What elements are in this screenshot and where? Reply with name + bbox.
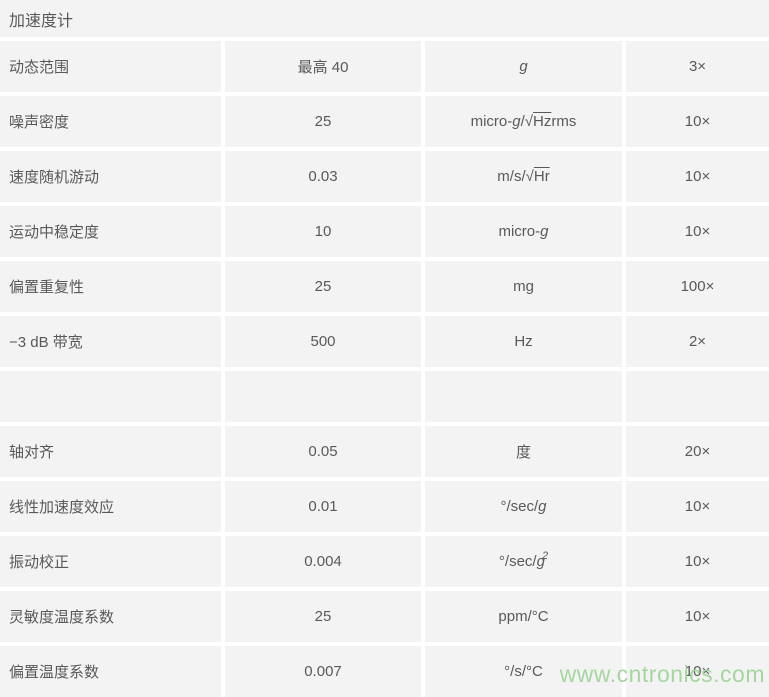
param-cell [0,371,221,422]
multiplier-cell [626,371,769,422]
value-cell: 0.03 [225,151,421,202]
unit-segment: 2 [541,549,549,562]
unit-cell: °/s/°C [425,646,622,697]
section-title-bar: 加速度计 [0,0,769,37]
multiplier-cell: 10× [626,206,769,257]
unit-segment: Hr [533,168,550,185]
value-cell: 25 [225,261,421,312]
unit-segment: micro- [470,113,513,130]
value-cell: 0.05 [225,426,421,477]
value-cell [225,371,421,422]
value-cell: 最高 40 [225,41,421,92]
unit-cell: micro-g [425,206,622,257]
param-cell: 轴对齐 [0,426,221,477]
unit-cell: °/sec/g 2 [425,536,622,587]
unit-segment: g [538,498,547,515]
multiplier-cell: 10× [626,536,769,587]
value-cell: 25 [225,591,421,642]
unit-segment: ppm/°C [498,608,549,625]
multiplier-cell: 100× [626,261,769,312]
unit-segment: Hz [514,333,533,350]
param-cell: −3 dB 带宽 [0,316,221,367]
value-cell: 500 [225,316,421,367]
param-cell: 偏置温度系数 [0,646,221,697]
unit-segment: micro- [498,223,541,240]
multiplier-cell: 3× [626,41,769,92]
unit-segment: g [536,553,545,570]
param-cell: 噪声密度 [0,96,221,147]
unit-cell: g [425,41,622,92]
value-cell: 25 [225,96,421,147]
param-cell: 振动校正 [0,536,221,587]
unit-segment: rms [551,113,577,130]
unit-segment: /√ [520,113,534,130]
unit-cell: Hz [425,316,622,367]
unit-segment: mg [513,278,534,295]
unit-segment: °/s/°C [504,663,543,680]
param-cell: 线性加速度效应 [0,481,221,532]
multiplier-cell: 10× [626,591,769,642]
value-cell: 0.007 [225,646,421,697]
param-cell: 偏置重复性 [0,261,221,312]
param-cell: 运动中稳定度 [0,206,221,257]
multiplier-cell: 10× [626,151,769,202]
unit-segment: g [540,223,549,240]
multiplier-cell: 10× [626,96,769,147]
param-cell: 动态范围 [0,41,221,92]
unit-cell: °/sec/g [425,481,622,532]
multiplier-cell: 20× [626,426,769,477]
unit-segment: g [519,58,528,75]
unit-segment: °/sec/ [498,553,537,570]
value-cell: 0.01 [225,481,421,532]
unit-segment: 度 [515,444,531,461]
unit-cell: mg [425,261,622,312]
unit-cell: 度 [425,426,622,477]
unit-cell: micro-g/√ Hz rms [425,96,622,147]
param-cell: 灵敏度温度系数 [0,591,221,642]
multiplier-cell: 2× [626,316,769,367]
multiplier-cell: 10× [626,646,769,697]
unit-segment: g [512,113,521,130]
value-cell: 10 [225,206,421,257]
spec-table: 动态范围 最高 40 g 3× 噪声密度 25 micro-g/√ Hz rms 10× 速度随机… [0,41,769,697]
unit-cell [425,371,622,422]
unit-segment: m/s/√ [497,168,534,185]
unit-cell: m/s/√ Hr [425,151,622,202]
page-title: 加速度计 [9,12,74,30]
param-cell: 速度随机游动 [0,151,221,202]
unit-segment: Hz [533,113,552,130]
unit-segment: °/sec/ [500,498,539,515]
unit-cell: ppm/°C [425,591,622,642]
value-cell: 0.004 [225,536,421,587]
multiplier-cell: 10× [626,481,769,532]
